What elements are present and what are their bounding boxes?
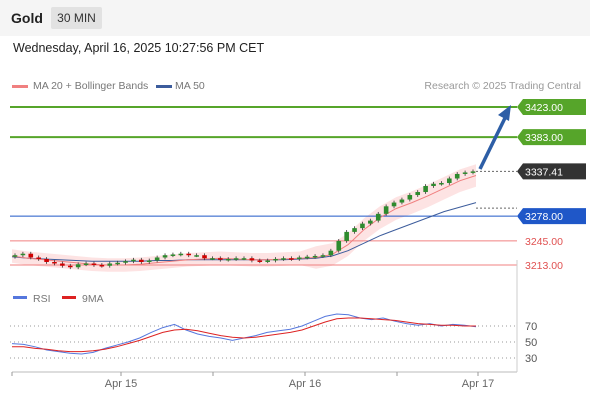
projection-arrow-head bbox=[498, 105, 511, 121]
chart-datetime: Wednesday, April 16, 2025 10:27:56 PM CE… bbox=[13, 41, 265, 55]
ma20-legend-label: MA 20 + Bollinger Bands bbox=[33, 80, 149, 92]
candle bbox=[225, 257, 231, 262]
candle bbox=[233, 256, 239, 261]
rsi-tick-label: 30 bbox=[525, 353, 537, 365]
candle bbox=[265, 258, 270, 264]
candle bbox=[44, 257, 49, 264]
candle bbox=[312, 254, 318, 259]
rsi-ma-line bbox=[12, 317, 476, 353]
candle bbox=[454, 172, 460, 181]
candle bbox=[257, 258, 263, 264]
candle bbox=[368, 218, 373, 226]
candle bbox=[336, 239, 342, 253]
candle bbox=[375, 211, 381, 223]
candle bbox=[439, 181, 444, 186]
bollinger-band bbox=[12, 164, 476, 272]
level-label: 3213.00 bbox=[525, 260, 563, 272]
candle bbox=[462, 170, 468, 176]
candle bbox=[241, 256, 247, 261]
candle bbox=[170, 252, 176, 258]
candle bbox=[447, 176, 452, 185]
ma20-legend-swatch bbox=[12, 85, 28, 88]
candle bbox=[131, 257, 136, 264]
candle bbox=[186, 251, 192, 258]
candle bbox=[36, 255, 41, 261]
candle bbox=[423, 184, 428, 194]
candle bbox=[67, 263, 73, 270]
level-label: 3245.00 bbox=[525, 236, 563, 248]
candle bbox=[296, 255, 302, 261]
timeframe-badge[interactable]: 30 MIN bbox=[51, 7, 102, 29]
candle bbox=[12, 253, 18, 259]
candle bbox=[383, 204, 389, 216]
candle bbox=[399, 197, 405, 205]
projection-arrow bbox=[478, 117, 507, 170]
candle bbox=[273, 257, 278, 263]
candle bbox=[52, 260, 57, 266]
candle bbox=[115, 260, 120, 266]
ma9-legend-label: 9MA bbox=[82, 293, 104, 305]
candle bbox=[202, 253, 207, 261]
candle bbox=[123, 259, 128, 265]
candle bbox=[304, 254, 310, 260]
candle bbox=[431, 181, 436, 188]
candle bbox=[146, 258, 152, 264]
candle bbox=[344, 230, 349, 243]
ma9-legend-swatch bbox=[62, 296, 76, 299]
rsi-line bbox=[11, 313, 477, 355]
candle bbox=[60, 261, 65, 268]
candle bbox=[75, 262, 81, 270]
candle bbox=[99, 263, 105, 268]
candle bbox=[407, 193, 413, 202]
candle bbox=[328, 248, 334, 258]
candle bbox=[210, 256, 215, 261]
candle bbox=[320, 253, 326, 258]
level-tag-3278.00: 3278.00 bbox=[517, 208, 586, 225]
level-tag-3383.00: 3383.00 bbox=[517, 129, 586, 146]
rsi-legend-label: RSI bbox=[33, 293, 51, 305]
candle bbox=[162, 253, 168, 260]
candle bbox=[391, 200, 397, 209]
candle bbox=[139, 257, 144, 264]
x-tick-label: Apr 17 bbox=[462, 378, 494, 390]
candle bbox=[194, 253, 199, 258]
candle bbox=[218, 256, 223, 262]
symbol-title: Gold bbox=[11, 10, 43, 26]
ma20-line bbox=[11, 175, 477, 266]
candle bbox=[154, 255, 160, 263]
rsi-tick-label: 50 bbox=[525, 337, 537, 349]
x-tick-label: Apr 15 bbox=[105, 378, 137, 390]
candle bbox=[28, 251, 34, 260]
candle bbox=[281, 256, 286, 261]
level-tag-3337.41: 3337.41 bbox=[517, 163, 586, 180]
candle bbox=[107, 261, 113, 268]
x-tick-label: Apr 16 bbox=[289, 378, 321, 390]
candle bbox=[470, 169, 476, 175]
candle bbox=[249, 256, 255, 263]
candle bbox=[289, 256, 294, 261]
level-label: 3383.00 bbox=[525, 132, 563, 144]
candle bbox=[352, 226, 357, 234]
candle bbox=[415, 190, 421, 197]
level-tag-3423.00: 3423.00 bbox=[517, 99, 586, 115]
candle bbox=[20, 251, 26, 258]
rsi-legend-swatch bbox=[13, 296, 27, 299]
candle bbox=[360, 221, 365, 231]
candle bbox=[178, 251, 184, 257]
candle bbox=[83, 261, 89, 267]
level-label: 3423.00 bbox=[525, 102, 563, 114]
level-label: 3337.41 bbox=[525, 166, 563, 178]
candle bbox=[91, 261, 97, 267]
rsi-tick-label: 70 bbox=[525, 321, 537, 333]
level-label: 3278.00 bbox=[525, 211, 563, 223]
ma50-legend-label: MA 50 bbox=[175, 80, 205, 92]
copyright-text: Research © 2025 Trading Central bbox=[424, 80, 581, 92]
ma50-legend-swatch bbox=[156, 85, 172, 88]
